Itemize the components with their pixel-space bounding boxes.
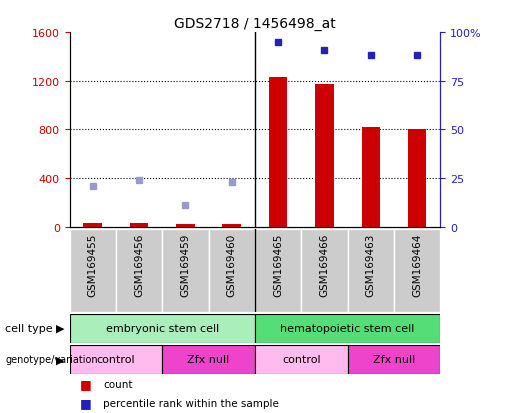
- Text: GSM169465: GSM169465: [273, 233, 283, 297]
- Bar: [255, 345, 348, 374]
- Bar: [362, 128, 380, 227]
- Bar: [348, 345, 440, 374]
- Bar: [255, 314, 440, 343]
- Text: cell type: cell type: [5, 323, 53, 333]
- Text: ▶: ▶: [56, 323, 64, 333]
- Text: hematopoietic stem cell: hematopoietic stem cell: [281, 323, 415, 333]
- Text: GSM169455: GSM169455: [88, 233, 98, 297]
- Bar: [130, 223, 148, 227]
- Bar: [209, 229, 255, 312]
- Bar: [116, 229, 162, 312]
- Text: GSM169466: GSM169466: [319, 233, 330, 297]
- Bar: [301, 229, 348, 312]
- Text: control: control: [282, 354, 320, 364]
- Text: ■: ■: [80, 396, 92, 409]
- Text: control: control: [97, 354, 135, 364]
- Text: GSM169464: GSM169464: [412, 233, 422, 297]
- Text: genotype/variation: genotype/variation: [5, 354, 98, 364]
- Bar: [162, 229, 209, 312]
- Text: count: count: [103, 379, 132, 389]
- Bar: [70, 314, 255, 343]
- Text: percentile rank within the sample: percentile rank within the sample: [103, 398, 279, 408]
- Text: Zfx null: Zfx null: [373, 354, 415, 364]
- Text: ▶: ▶: [56, 354, 64, 364]
- Text: GSM169459: GSM169459: [180, 233, 191, 297]
- Bar: [176, 225, 195, 227]
- Title: GDS2718 / 1456498_at: GDS2718 / 1456498_at: [174, 17, 336, 31]
- Text: Zfx null: Zfx null: [187, 354, 230, 364]
- Bar: [408, 130, 426, 227]
- Bar: [222, 224, 241, 227]
- Bar: [162, 345, 255, 374]
- Bar: [255, 229, 301, 312]
- Bar: [315, 85, 334, 227]
- Bar: [70, 345, 162, 374]
- Text: ■: ■: [80, 377, 92, 391]
- Text: GSM169460: GSM169460: [227, 233, 237, 297]
- Bar: [348, 229, 394, 312]
- Bar: [83, 223, 102, 227]
- Bar: [70, 229, 116, 312]
- Bar: [394, 229, 440, 312]
- Text: GSM169463: GSM169463: [366, 233, 376, 297]
- Bar: [269, 78, 287, 227]
- Text: embryonic stem cell: embryonic stem cell: [106, 323, 219, 333]
- Text: GSM169456: GSM169456: [134, 233, 144, 297]
